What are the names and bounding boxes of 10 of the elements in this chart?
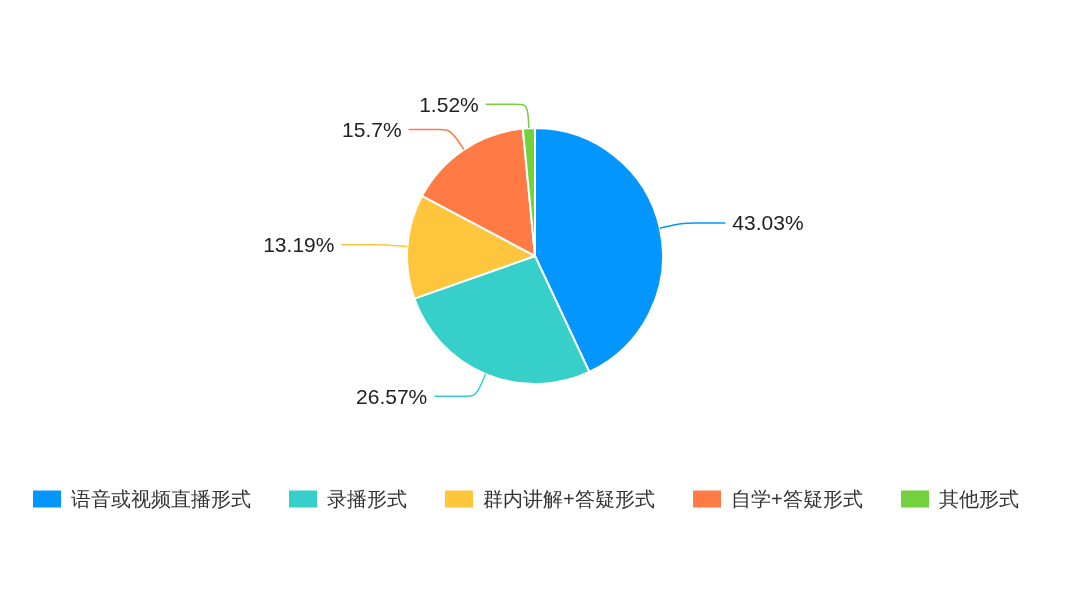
legend-label: 自学+答疑形式 bbox=[731, 488, 863, 510]
data-label: 43.03% bbox=[732, 211, 804, 235]
data-label: 13.19% bbox=[263, 233, 335, 257]
data-label: 15.7% bbox=[342, 118, 402, 142]
legend-label: 语音或视频直播形式 bbox=[71, 488, 251, 510]
data-label: 1.52% bbox=[419, 92, 479, 116]
data-label: 26.57% bbox=[356, 384, 428, 408]
legend-label: 群内讲解+答疑形式 bbox=[483, 488, 655, 510]
legend-label: 录播形式 bbox=[327, 488, 407, 510]
legend-label: 其他形式 bbox=[939, 488, 1019, 510]
